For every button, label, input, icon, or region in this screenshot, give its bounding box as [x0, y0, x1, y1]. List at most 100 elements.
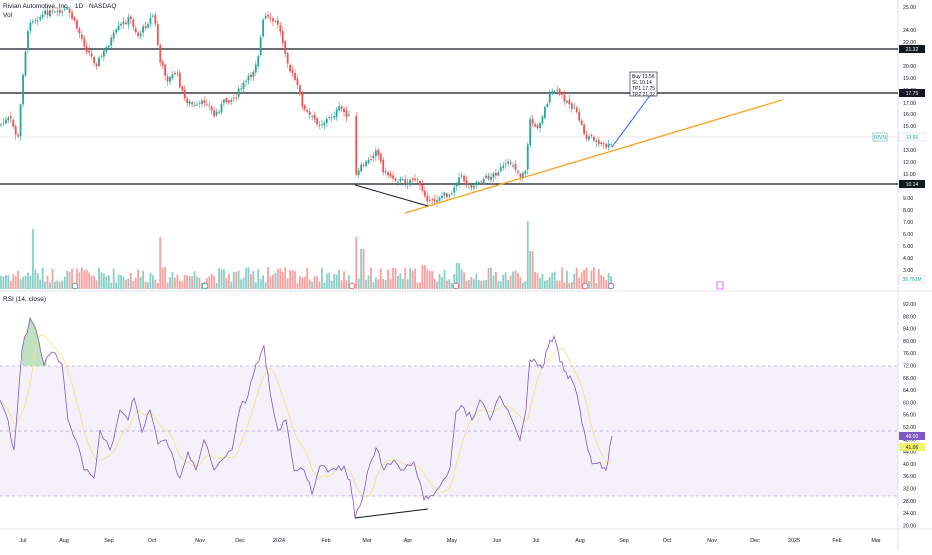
candle-body	[5, 119, 7, 124]
candle-body	[404, 179, 407, 184]
volume-bar	[600, 274, 603, 289]
candle-body	[144, 26, 147, 28]
volume-bar	[372, 282, 375, 289]
volume-bar	[68, 271, 71, 289]
candle-body	[340, 106, 343, 110]
candle-body	[455, 184, 458, 187]
rsi-axis[interactable]: 92.00 88.00 84.00 80.00 76.00 72.00 68.00 64.00…	[903, 302, 916, 529]
candle-body	[301, 94, 304, 107]
candle-body	[85, 46, 88, 52]
trade-tp2: TP2 21.32	[632, 92, 655, 98]
volume-bar	[394, 268, 397, 289]
symbol-title[interactable]: Rivian Automotive, Inc. · 1D · NASDAQ	[3, 3, 117, 10]
candle-body	[580, 120, 583, 125]
volume-bar	[328, 272, 331, 289]
candle-body	[570, 103, 573, 109]
volume-bar	[149, 273, 152, 289]
volume-bar	[436, 281, 438, 289]
volume-bar	[360, 249, 363, 289]
volume-bar	[264, 281, 267, 289]
volume-bar	[303, 276, 306, 289]
volume-bar	[147, 282, 149, 289]
volume-bar	[105, 276, 108, 289]
volume-bar	[220, 269, 223, 289]
level-10-tag-text: 10.14	[906, 182, 919, 188]
divergence-rsi-line[interactable]	[354, 508, 429, 519]
volume-bar	[276, 269, 279, 289]
price-tick: 8.00	[903, 208, 913, 214]
candle-body	[125, 22, 127, 24]
candle-body	[602, 143, 605, 145]
candle-body	[490, 176, 492, 181]
volume-bar	[98, 267, 100, 289]
volume-bar	[49, 282, 51, 289]
volume-bar	[433, 278, 436, 289]
volume-bar	[487, 268, 490, 289]
time-tick: Dec	[235, 538, 245, 544]
event-markers[interactable]	[71, 281, 724, 290]
volume-value-tag-text: 35.761M	[902, 277, 921, 283]
volume-bar	[497, 281, 500, 289]
candle-body	[115, 29, 118, 33]
time-tick: Jul	[20, 538, 27, 544]
rsi-line[interactable]	[0, 316, 613, 519]
volume-bar	[181, 281, 184, 289]
candle-body	[384, 170, 387, 173]
volume-bar	[19, 279, 22, 289]
volume-bar	[460, 268, 463, 289]
candle-body	[274, 21, 277, 22]
volume-bar	[573, 273, 576, 289]
volume-bar	[215, 282, 218, 289]
candle-body	[524, 170, 527, 174]
trade-info-box[interactable]: Buy 13.56 SL 10.14 TP1 17.75 TP2 21.32	[629, 71, 658, 98]
candle-body	[103, 50, 105, 57]
volume-bar	[446, 280, 448, 289]
volume-bar	[480, 280, 483, 289]
current-price-tag-text: 13.56	[906, 135, 919, 141]
candle-body	[41, 14, 44, 18]
candle-body	[605, 144, 608, 148]
ascending-trendline[interactable]	[404, 99, 783, 214]
volume-bar	[379, 268, 382, 289]
volume-bar	[34, 269, 37, 289]
projection-arrow[interactable]	[611, 89, 655, 148]
volume-bar	[247, 267, 250, 289]
volume-bar	[458, 263, 461, 289]
candle-body	[198, 103, 201, 105]
divergence-price-line[interactable]	[354, 184, 429, 207]
rsi-label[interactable]: RSI (14, close)	[3, 296, 46, 303]
volume-bar	[294, 271, 296, 289]
volume-bar	[279, 268, 282, 289]
candle-body	[51, 10, 54, 12]
volume-bar	[472, 279, 475, 289]
volume-bar	[531, 251, 534, 289]
volume-bar	[95, 280, 98, 289]
volume-label[interactable]: Vol	[3, 12, 13, 19]
volume-bar	[325, 273, 328, 289]
volume-bar	[286, 278, 289, 289]
candle-body	[450, 193, 453, 195]
candle-body	[578, 111, 581, 121]
volume-bar	[330, 280, 333, 289]
candle-body	[127, 17, 130, 25]
candlesticks[interactable]	[0, 5, 612, 208]
price-tick: 19.00	[903, 76, 916, 82]
candle-body	[360, 164, 363, 172]
level-21-tag-text: 21.32	[906, 47, 919, 53]
candle-body	[269, 16, 272, 18]
candle-body	[137, 32, 140, 37]
candle-body	[225, 98, 228, 102]
volume-bar	[544, 280, 546, 289]
time-axis[interactable]: Jul Aug Sep Oct Nov Dec 2024 Feb Mar Apr May Jun Jul…	[20, 538, 881, 544]
volume-bar	[139, 276, 142, 289]
volume-bar	[188, 276, 191, 289]
candle-body	[68, 8, 71, 13]
time-tick: Dec	[750, 538, 760, 544]
candle-body	[480, 181, 483, 183]
volume-bar	[252, 270, 255, 289]
volume-bar	[450, 282, 453, 289]
candle-body	[377, 149, 380, 156]
candle-body	[286, 52, 289, 64]
